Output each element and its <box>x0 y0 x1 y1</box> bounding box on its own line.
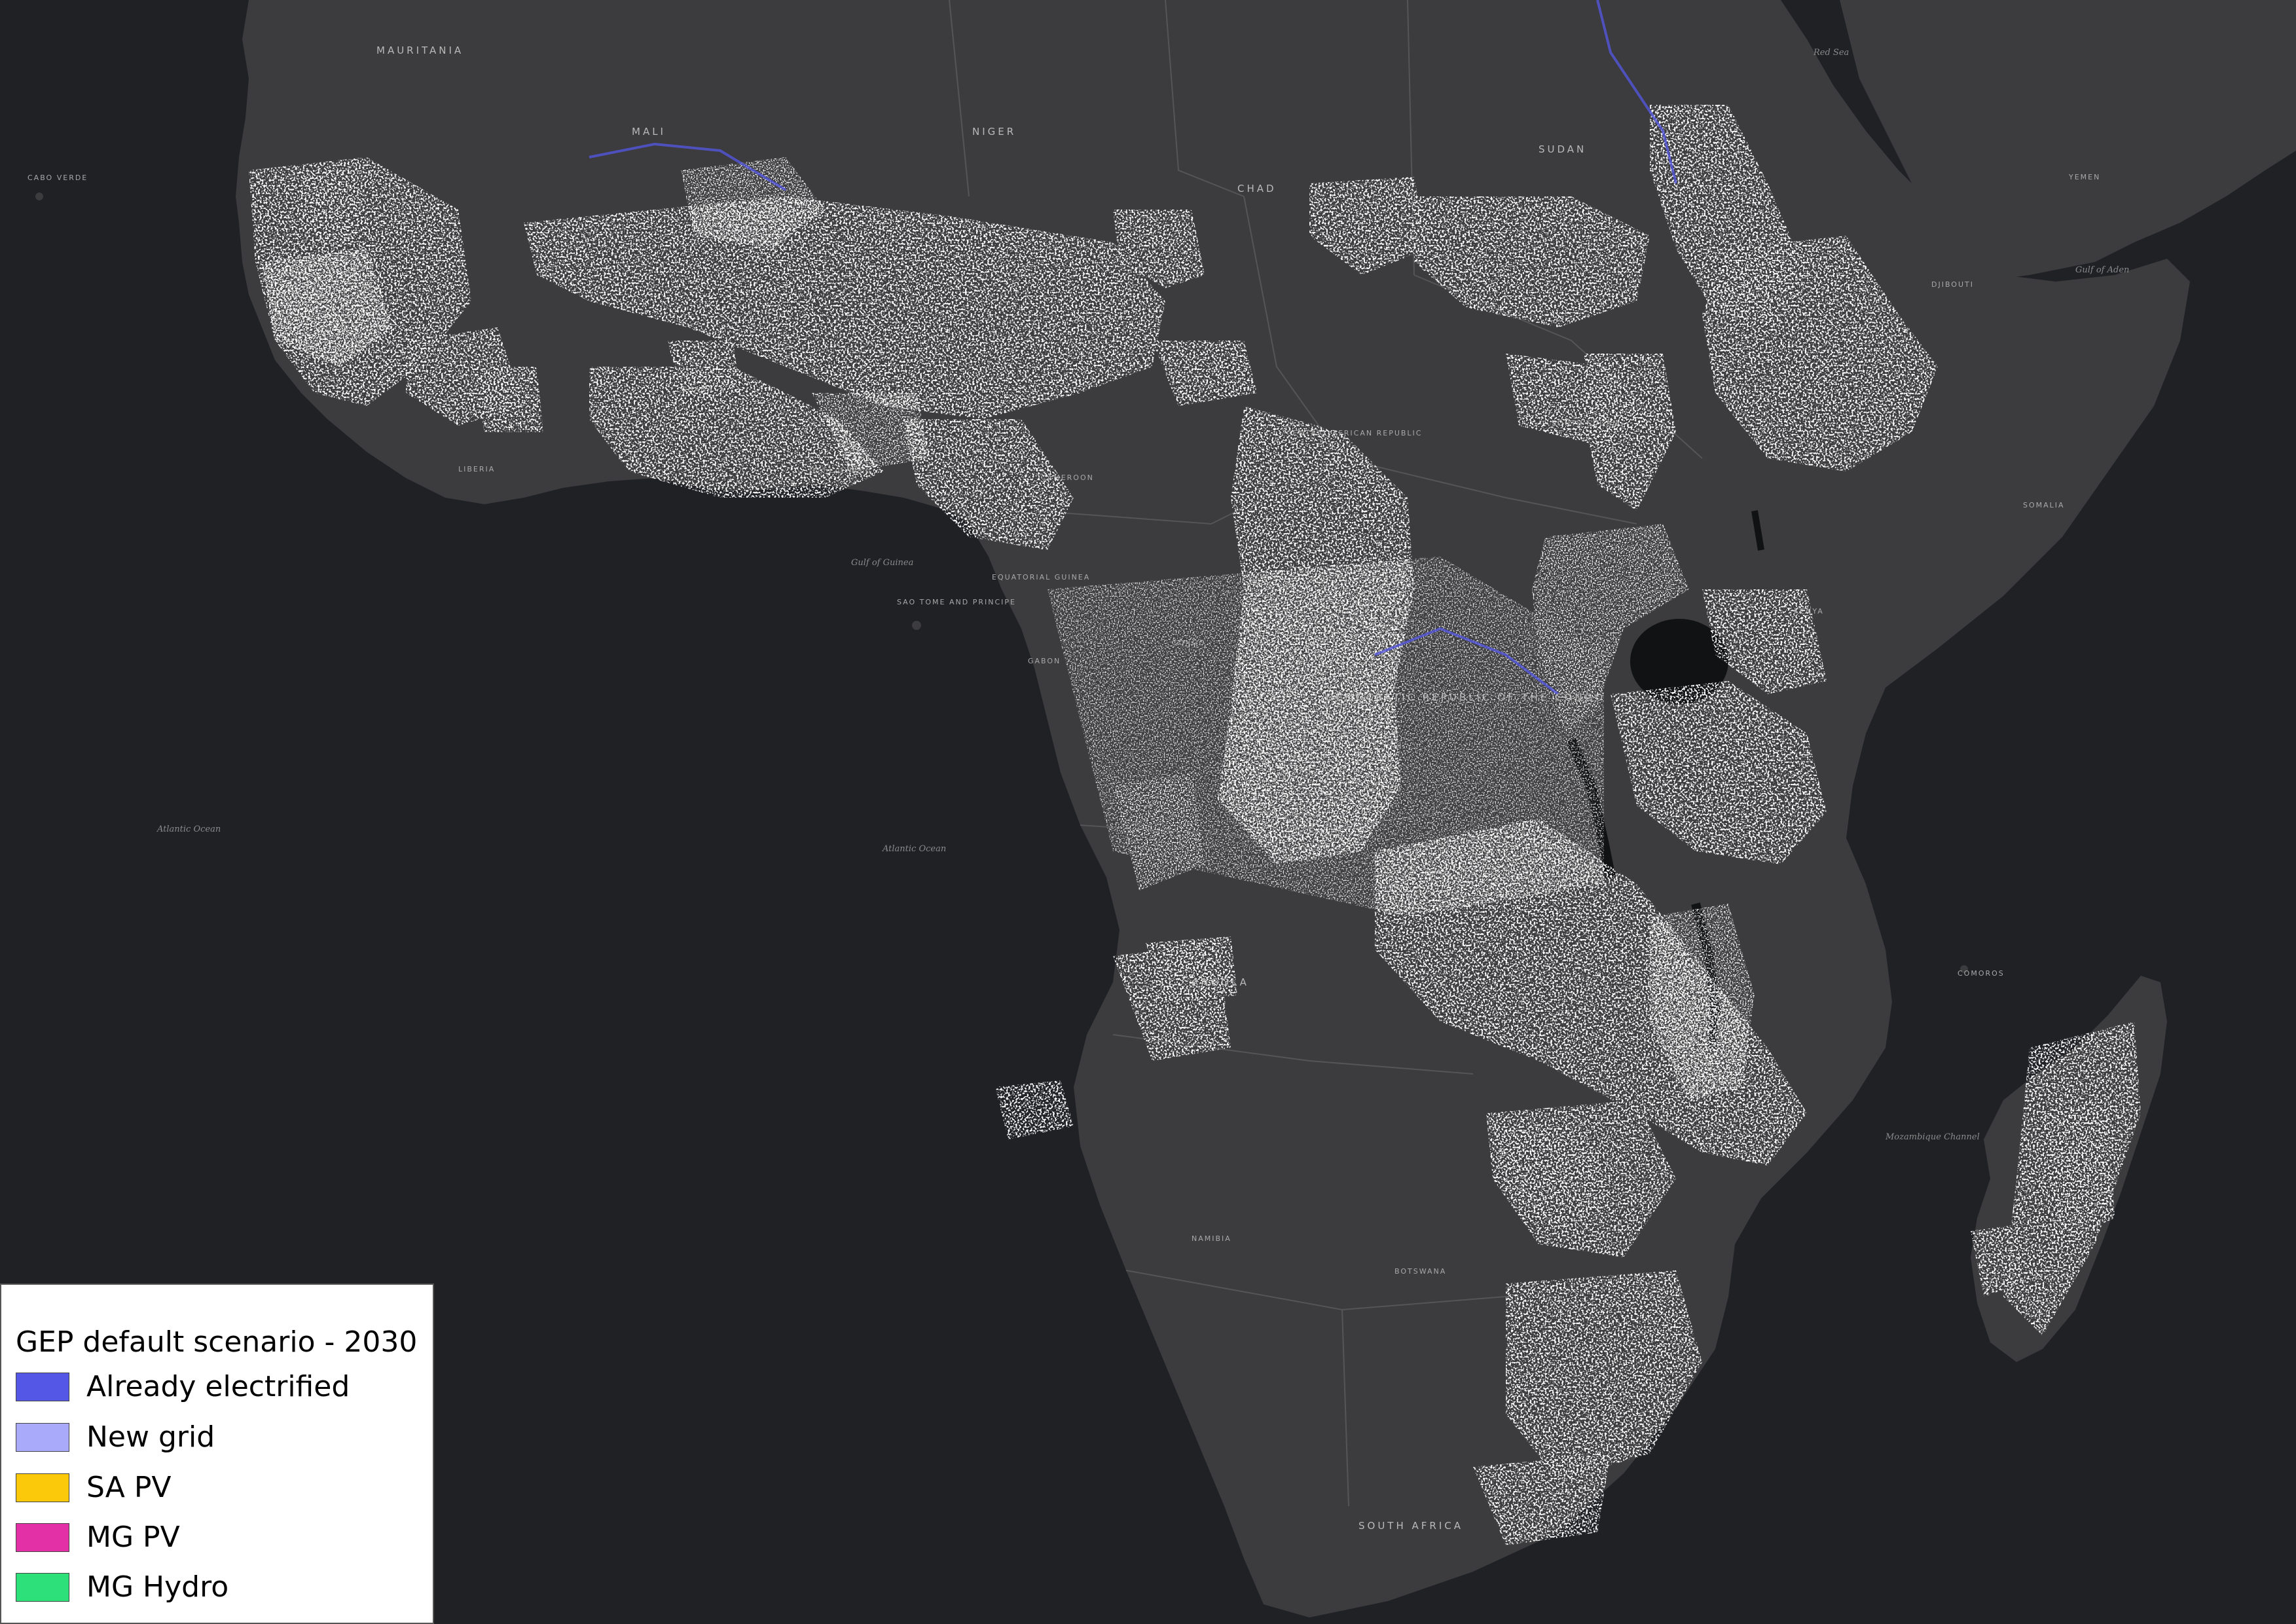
legend-swatch-new-grid <box>16 1423 69 1452</box>
label-niger: NIGER <box>972 126 1016 138</box>
legend-swatch-sa-pv <box>16 1473 69 1502</box>
label-atlantic-1: Atlantic Ocean <box>156 824 221 834</box>
label-angola: ANGOLA <box>1192 976 1249 988</box>
coverage-layers <box>249 0 2141 1545</box>
mg-hydro-coverage <box>301 170 740 399</box>
label-bight-of-benin: Bight of Benin <box>808 466 871 476</box>
label-ghana: GHANA <box>681 385 714 394</box>
label-yemen: YEMEN <box>2068 173 2100 181</box>
label-gulf-of-aden: Gulf of Aden <box>2075 265 2129 275</box>
label-sao-tome: SAO TOME AND PRINCIPE <box>897 598 1016 606</box>
label-south-sudan: SOUTH SUDAN <box>1552 419 1619 428</box>
map-legend: GEP default scenario - 2030 Already elec… <box>0 1283 434 1624</box>
label-mozambique-channel: Mozambique Channel <box>1885 1132 1980 1142</box>
cabo-verde-island <box>35 193 43 200</box>
legend-swatch-already-electrified <box>16 1373 69 1401</box>
new-grid-coverage <box>262 157 1755 1100</box>
lake-turkana <box>1751 510 1764 551</box>
label-namibia: NAMIBIA <box>1192 1234 1231 1243</box>
label-congo: CONGO <box>1172 638 1206 647</box>
legend-label: MG PV <box>86 1521 180 1554</box>
legend-label: New grid <box>86 1420 215 1454</box>
lake-victoria <box>1630 619 1728 704</box>
label-gulf-of-guinea: Gulf of Guinea <box>851 558 913 568</box>
label-cameroon: CAMEROON <box>1041 473 1094 482</box>
label-liberia: LIBERIA <box>458 465 495 473</box>
label-drc: DEMOCRATIC REPUBLIC OF THE CONGO <box>1326 692 1605 703</box>
label-chad: CHAD <box>1237 183 1277 194</box>
label-botswana: BOTSWANA <box>1394 1267 1446 1276</box>
label-mauritania: MAURITANIA <box>376 45 464 56</box>
legend-swatch-mg-pv <box>16 1523 69 1552</box>
label-equatorial-guinea: EQUATORIAL GUINEA <box>992 573 1090 581</box>
label-gabon: GABON <box>1028 657 1061 665</box>
label-cabo-verde: CABO VERDE <box>27 174 88 182</box>
label-kenya: KENYA <box>1794 607 1824 616</box>
mg-pv-coverage <box>471 177 2023 1297</box>
label-red-sea: Red Sea <box>1813 48 1849 58</box>
comoros-island <box>1960 965 1968 973</box>
label-atlantic-2: Atlantic Ocean <box>882 844 946 854</box>
arabian-peninsula <box>1840 0 2296 282</box>
legend-label: SA PV <box>86 1471 172 1504</box>
rivers <box>589 0 1677 695</box>
label-djibouti: DJIBOUTI <box>1931 280 1974 289</box>
label-south-africa: SOUTH AFRICA <box>1358 1520 1463 1532</box>
label-sudan: SUDAN <box>1539 143 1586 155</box>
legend-label: MG Hydro <box>86 1570 229 1604</box>
label-somalia: SOMALIA <box>2023 501 2065 509</box>
legend-swatch-mg-hydro <box>16 1573 69 1602</box>
legend-label: Already electrified <box>86 1370 350 1403</box>
legend-title: GEP default scenario - 2030 <box>16 1325 418 1359</box>
label-comoros: COMOROS <box>1958 969 2005 978</box>
label-mali: MALI <box>632 126 666 138</box>
water-labels: Atlantic Ocean Atlantic Ocean Gulf of Gu… <box>156 48 2129 1142</box>
country-labels: MAURITANIA MALI NIGER CHAD SUDAN SOUTH S… <box>27 45 2100 1532</box>
sao-tome-island <box>912 621 921 630</box>
label-car: CENTRAL AFRICAN REPUBLIC <box>1286 429 1422 437</box>
